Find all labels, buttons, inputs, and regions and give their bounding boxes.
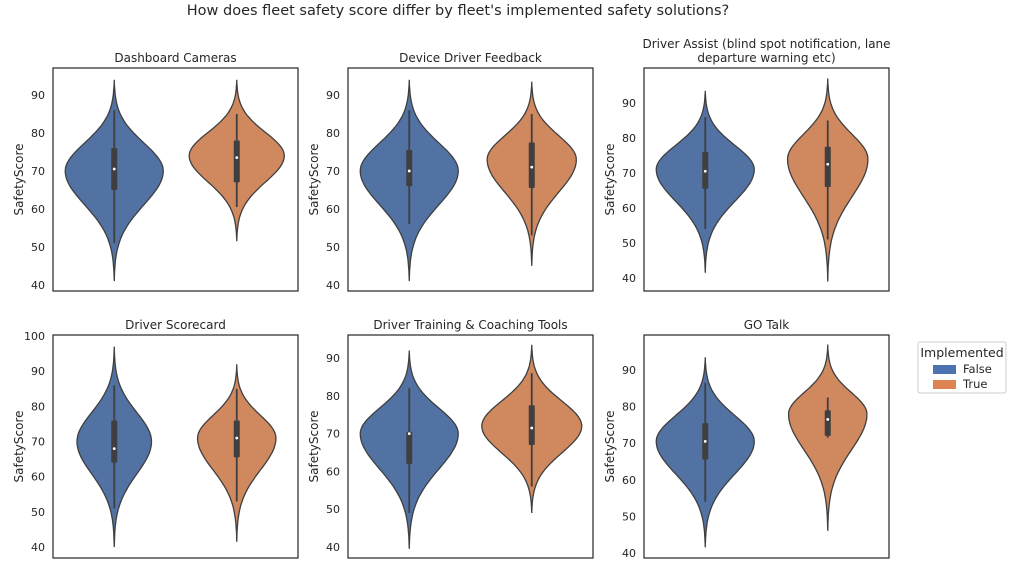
y-tick-label: 90	[326, 352, 340, 365]
legend-label-true: True	[962, 377, 987, 391]
y-tick-label: 50	[31, 506, 45, 519]
y-tick-label: 60	[622, 474, 636, 487]
y-tick-label: 70	[31, 436, 45, 449]
y-tick-label: 40	[31, 541, 45, 554]
iqr-box	[406, 150, 413, 187]
iqr-box	[111, 420, 118, 463]
legend-title: Implemented	[920, 345, 1003, 360]
y-tick-label: 90	[31, 365, 45, 378]
panel: Dashboard Cameras SafetyScore 40 50 60 70 80 90	[12, 51, 299, 292]
y-tick-label: 80	[31, 127, 45, 140]
median-point	[112, 167, 116, 171]
y-tick-label: 50	[622, 237, 636, 250]
median-point	[235, 436, 239, 440]
y-axis-label: SafetyScore	[603, 144, 617, 216]
axes-frame	[52, 67, 299, 292]
y-tick-label: 70	[622, 437, 636, 450]
panel-title: Driver Training & Coaching Tools	[373, 318, 567, 332]
panel-title: Device Driver Feedback	[399, 51, 542, 65]
y-axis-label: SafetyScore	[12, 411, 26, 483]
median-point	[407, 432, 411, 436]
median-point	[703, 439, 707, 443]
panel: Driver Assist (blind spot notification, …	[603, 37, 891, 292]
y-tick-label: 80	[622, 132, 636, 145]
y-tick-label: 50	[326, 241, 340, 254]
y-tick-label: 80	[326, 390, 340, 403]
axes-frame	[643, 334, 890, 559]
iqr-box	[528, 142, 535, 189]
panel: Driver Training & Coaching Tools SafetySc…	[307, 318, 594, 559]
iqr-box	[233, 140, 240, 183]
y-axis-label: SafetyScore	[603, 411, 617, 483]
iqr-box	[824, 410, 831, 436]
median-point	[826, 162, 830, 166]
median-point	[112, 447, 116, 451]
y-tick-label: 50	[31, 241, 45, 254]
chart-title: How does fleet safety score differ by fl…	[187, 3, 729, 19]
y-tick-label: 60	[326, 203, 340, 216]
panel-title: GO Talk	[744, 318, 790, 332]
y-tick-label: 40	[622, 547, 636, 560]
y-tick-label: 70	[622, 167, 636, 180]
y-tick-label: 70	[326, 165, 340, 178]
panel: Device Driver Feedback SafetyScore 40 50 60 7…	[307, 51, 594, 292]
median-point	[703, 169, 707, 173]
y-tick-label: 50	[326, 503, 340, 516]
iqr-box	[528, 405, 535, 445]
y-tick-label: 40	[622, 272, 636, 285]
y-tick-label: 90	[31, 89, 45, 102]
y-tick-label: 60	[326, 465, 340, 478]
y-axis-label: SafetyScore	[307, 411, 321, 483]
y-tick-label: 80	[326, 127, 340, 140]
median-point	[235, 156, 239, 160]
legend-swatch-false	[933, 365, 956, 374]
y-tick-label: 100	[24, 330, 45, 343]
median-point	[407, 169, 411, 173]
y-tick-label: 60	[31, 203, 45, 216]
y-tick-label: 90	[622, 364, 636, 377]
panel: GO Talk SafetyScore 40 50 60 70 80 90	[603, 318, 890, 560]
iqr-box	[824, 146, 831, 188]
legend-swatch-true	[933, 380, 956, 389]
median-point	[826, 418, 830, 421]
y-tick-label: 80	[31, 400, 45, 413]
legend-label-false: False	[963, 362, 992, 376]
y-axis-label: SafetyScore	[307, 144, 321, 216]
iqr-box	[406, 431, 413, 464]
median-point	[530, 426, 534, 430]
axes-frame	[347, 67, 594, 292]
legend: Implemented False True	[917, 341, 1007, 394]
axes-frame	[347, 334, 594, 559]
panel: Driver Scorecard SafetyScore 40 50 60 70 80 90 1…	[12, 318, 299, 559]
axes-frame	[52, 334, 299, 559]
y-tick-label: 40	[326, 541, 340, 554]
y-axis-label: SafetyScore	[12, 144, 26, 216]
axes-frame	[643, 67, 890, 292]
y-tick-label: 90	[622, 97, 636, 110]
y-tick-label: 70	[31, 165, 45, 178]
y-tick-label: 40	[31, 279, 45, 292]
y-tick-label: 60	[31, 471, 45, 484]
median-point	[530, 165, 534, 169]
y-tick-label: 50	[622, 510, 636, 523]
y-tick-label: 70	[326, 428, 340, 441]
y-tick-label: 90	[326, 89, 340, 102]
panel-title: Driver Assist (blind spot notification, …	[642, 37, 890, 65]
y-tick-label: 80	[622, 401, 636, 414]
panel-title: Dashboard Cameras	[114, 51, 236, 65]
y-tick-label: 60	[622, 202, 636, 215]
panel-title: Driver Scorecard	[125, 318, 226, 332]
y-tick-label: 40	[326, 279, 340, 292]
